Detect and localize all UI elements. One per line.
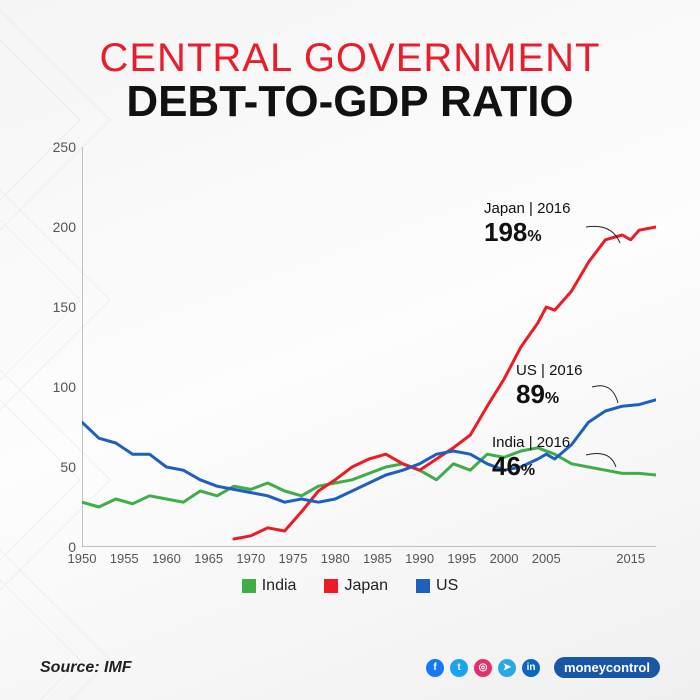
telegram-icon[interactable]: ➤ (498, 659, 516, 677)
x-tick-label: 1955 (110, 551, 139, 566)
x-tick-label: 2005 (532, 551, 561, 566)
x-tick-label: 1985 (363, 551, 392, 566)
annotation-label: Japan | 2016 (484, 201, 570, 218)
instagram-icon[interactable]: ◎ (474, 659, 492, 677)
brand-badge: moneycontrol (554, 657, 660, 678)
legend-swatch (416, 579, 430, 593)
annotation-label: US | 2016 (516, 363, 582, 380)
x-tick-label: 1965 (194, 551, 223, 566)
legend-label: Japan (344, 577, 388, 595)
annotation-value: 46% (492, 452, 570, 481)
y-tick-label: 100 (53, 379, 76, 395)
y-tick-label: 150 (53, 299, 76, 315)
legend-swatch (242, 579, 256, 593)
x-tick-label: 1950 (68, 551, 97, 566)
debt-gdp-chart: 050100150200250 195019551960196519701975… (44, 147, 656, 567)
legend-item-india: India (242, 577, 297, 595)
legend-item-japan: Japan (324, 577, 388, 595)
linkedin-icon[interactable]: in (522, 659, 540, 677)
annotation: Japan | 2016198% (484, 201, 570, 246)
legend-label: US (436, 577, 458, 595)
y-tick-label: 200 (53, 219, 76, 235)
x-tick-label: 1980 (321, 551, 350, 566)
x-tick-label: 1975 (279, 551, 308, 566)
x-tick-label: 2000 (490, 551, 519, 566)
x-tick-label: 1960 (152, 551, 181, 566)
x-tick-label: 1990 (405, 551, 434, 566)
source-text: Source: IMF (40, 659, 132, 677)
legend-item-us: US (416, 577, 458, 595)
title-line-1: CENTRAL GOVERNMENT (34, 36, 666, 81)
annotation-value: 89% (516, 380, 582, 409)
legend-label: India (262, 577, 297, 595)
annotation: US | 201689% (516, 363, 582, 408)
y-tick-label: 50 (60, 459, 76, 475)
annotation: India | 201646% (492, 435, 570, 480)
legend-swatch (324, 579, 338, 593)
x-tick-label: 2015 (616, 551, 645, 566)
title-line-2: DEBT-TO-GDP RATIO (34, 77, 666, 127)
facebook-icon[interactable]: f (426, 659, 444, 677)
footer-socials: ft ◎ ➤ in moneycontrol (426, 657, 660, 678)
x-tick-label: 1970 (236, 551, 265, 566)
annotation-value: 198% (484, 218, 570, 247)
twitter-icon[interactable]: t (450, 659, 468, 677)
y-tick-label: 250 (53, 139, 76, 155)
legend: India Japan US (34, 577, 666, 598)
x-tick-label: 1995 (447, 551, 476, 566)
annotation-label: India | 2016 (492, 435, 570, 452)
series-japan (234, 227, 656, 539)
